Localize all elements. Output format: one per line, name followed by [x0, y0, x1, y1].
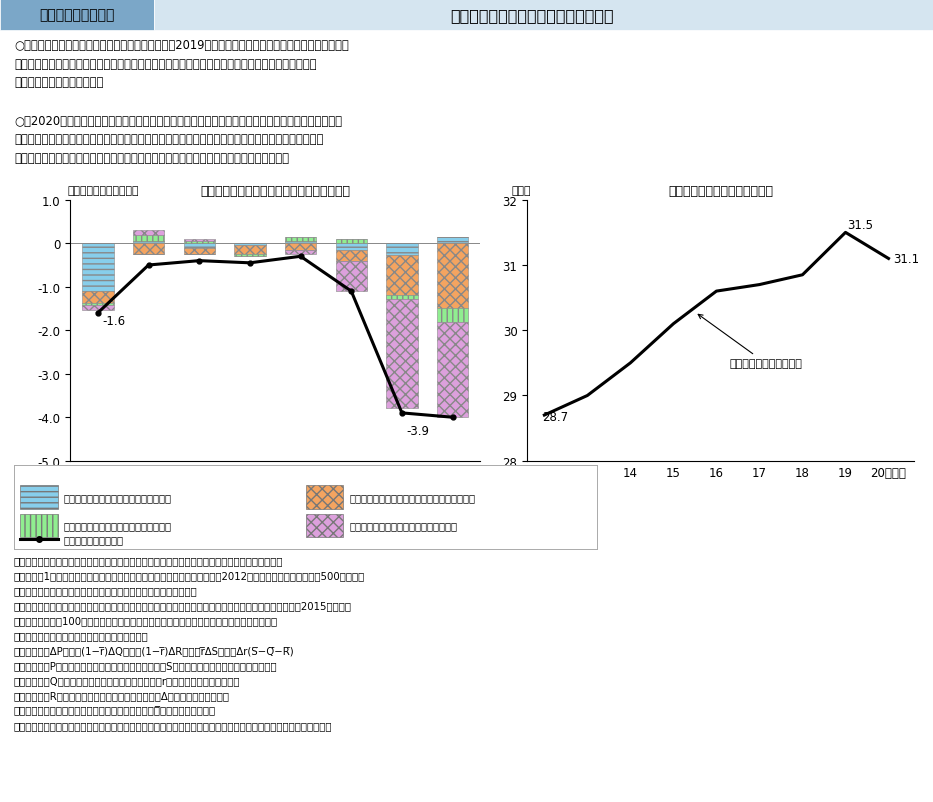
Bar [437, 309, 468, 322]
Bar [386, 256, 418, 295]
Bar [132, 244, 164, 255]
Text: -1.6: -1.6 [102, 314, 125, 327]
Bar [285, 237, 316, 241]
Bar [234, 246, 266, 255]
Bar [184, 241, 215, 244]
Title: （２）パートタイム労働者比率: （２）パートタイム労働者比率 [668, 185, 773, 198]
Bar [336, 244, 367, 250]
Text: ○　月間総実労働時間の前年差を要因分解すると、2019年には一般労働者の所定内労働時間のマイナス
　の寄与が大きく拡大したほか、パートタイム労働者比率とパートタ: ○ 月間総実労働時間の前年差を要因分解すると、2019年には一般労働者の所定内労… [14, 39, 349, 89]
Bar [437, 322, 468, 418]
Text: （％）: （％） [511, 185, 531, 195]
Bar [82, 244, 114, 292]
Bar [285, 250, 316, 255]
Bar [184, 249, 215, 255]
Bar [132, 231, 164, 235]
Bar [437, 237, 468, 244]
Bar [336, 261, 367, 292]
Bar [82, 304, 114, 306]
Text: パートタイム労働者比率: パートタイム労働者比率 [698, 315, 802, 369]
Title: （１）月間総実労働時間の前年差の要因分解: （１）月間総実労働時間の前年差の要因分解 [201, 185, 350, 198]
Bar [285, 244, 316, 250]
Bar [0, 0, 154, 30]
Text: 31.1: 31.1 [893, 253, 919, 266]
Bar [336, 250, 367, 261]
Bar [386, 244, 418, 256]
Text: 第１－（３）－２図: 第１－（３）－２図 [40, 8, 115, 22]
Text: 一般労働者の所定内労働時間による要因: 一般労働者の所定内労働時間による要因 [349, 520, 457, 531]
Text: -3.9: -3.9 [406, 424, 429, 437]
Bar [234, 244, 266, 246]
Text: 一般労働者の所定外労働時間による要因: 一般労働者の所定外労働時間による要因 [63, 520, 172, 531]
FancyBboxPatch shape [20, 514, 58, 537]
FancyBboxPatch shape [20, 485, 58, 509]
Text: （前年差寄与度・時間）: （前年差寄与度・時間） [68, 185, 139, 195]
Bar [132, 241, 164, 244]
Bar [82, 292, 114, 304]
Bar [386, 295, 418, 299]
Bar [386, 299, 418, 408]
Text: パートタイム労働者の総実労働時間による要因: パートタイム労働者の総実労働時間による要因 [349, 492, 475, 502]
Text: 28.7: 28.7 [542, 411, 568, 423]
Bar [184, 244, 215, 249]
FancyBboxPatch shape [306, 485, 343, 509]
Text: 月間総実労働時間の増減差の要因分解: 月間総実労働時間の増減差の要因分解 [450, 8, 614, 22]
Bar [82, 306, 114, 310]
Bar [285, 241, 316, 244]
Text: 資料出所　厚生労働省「毎月勤労統計調査」をもとに厚生労働省政策統括官付政策統括室にて作成
　（注）　1）調査産業計、事業所規模５人以上の値を示している。また、2: 資料出所 厚生労働省「毎月勤労統計調査」をもとに厚生労働省政策統括官付政策統括室… [14, 556, 365, 730]
Bar [132, 235, 164, 241]
Bar [336, 240, 367, 244]
Bar [154, 0, 933, 30]
Text: 31.5: 31.5 [848, 219, 873, 232]
Text: 総実労働時間の前年差: 総実労働時間の前年差 [63, 534, 123, 545]
Bar [437, 244, 468, 309]
Text: ○　2020年には、引き続き一般労働者の所定内労働時間がマイナスに寄与したほか、一般労働者の所
　定外労働時間及びパートタイム労働者の総実労働時間のマイナスの寄: ○ 2020年には、引き続き一般労働者の所定内労働時間がマイナスに寄与したほか、… [14, 115, 341, 164]
FancyBboxPatch shape [306, 514, 343, 537]
Bar [184, 240, 215, 241]
Bar [234, 255, 266, 257]
Text: パートタイム労働者の構成比による要因: パートタイム労働者の構成比による要因 [63, 492, 172, 502]
